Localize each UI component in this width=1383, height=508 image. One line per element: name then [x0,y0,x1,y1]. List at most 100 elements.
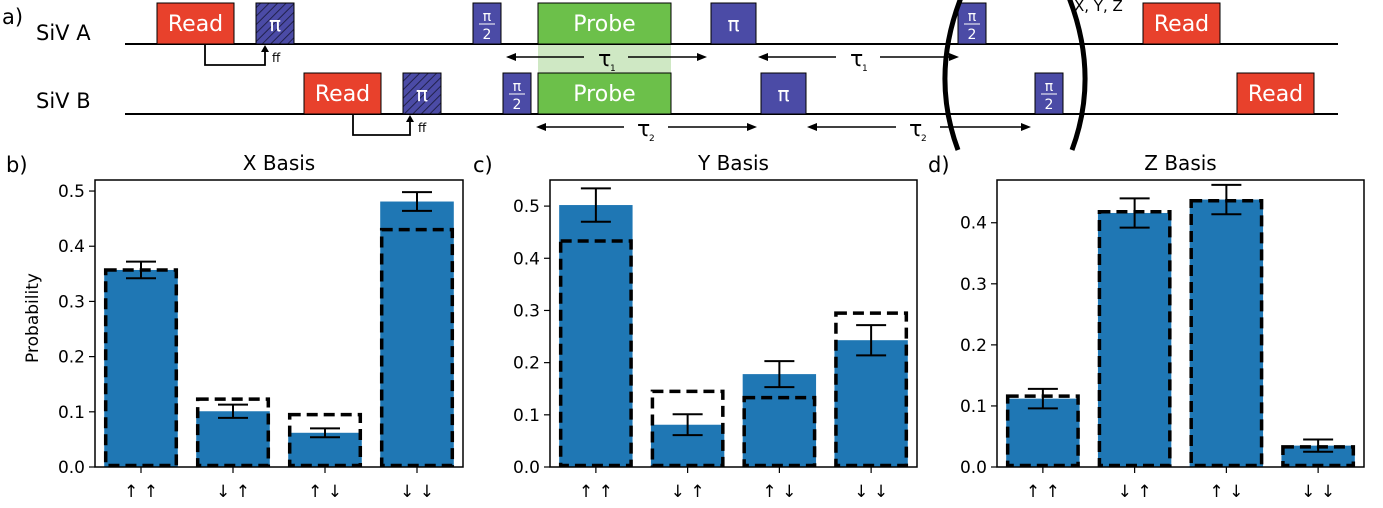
y-axis-label: Probability [23,273,43,363]
tau1-arrowhead-right [758,53,768,61]
feedforward-arrow-a [204,44,266,66]
row-label-siv-a: SiV A [36,21,91,45]
bar [380,201,454,467]
y-tick-label: 0.4 [513,249,540,269]
bar [104,269,178,467]
panel-label-d: d) [928,153,950,177]
y-tick-label: 0.4 [960,214,987,234]
tau2-arrowhead-right-r [1021,123,1031,131]
panel-label-b: b) [6,153,28,177]
x-tick-label: ↓ ↑ [1118,482,1152,502]
half-pi-a1-num: π [483,9,492,25]
tau1-arrowhead-left-r [697,53,707,61]
half-pi-b1-den: 2 [513,97,522,113]
probe-pulse-b-label: Probe [573,82,635,107]
x-tick-label: ↑ ↑ [124,482,158,502]
read-pulse-a2 [1142,2,1221,45]
y-tick-label: 0.1 [960,397,987,417]
y-tick-label: 0.2 [58,348,85,368]
plot-frame [996,179,1365,468]
ideal-bar-outline [558,239,633,468]
half-pi-a1-den: 2 [483,27,492,43]
chart-2: Y Basis 0.0 0.1 0.2 0.3 0.4 0.5 ↑ ↑ ↓ ↑ ↑ ↓ ↓ ↓ [513,151,918,502]
read-pulse-b2-label: Read [1248,82,1303,107]
y-tick-label: 0.2 [960,336,987,356]
half-pi-a2-num: π [968,9,977,25]
bar [834,340,908,467]
chart-title: X Basis [243,151,315,175]
probe-pulse-a [537,2,672,45]
tau1-arrowhead-right-r [949,53,959,61]
y-tick-label: 0.5 [58,182,85,202]
bracket-left [942,0,963,151]
x-tick-label: ↓ ↑ [216,482,250,502]
x-tick-label: ↑ ↓ [762,482,796,502]
y-tick-label: 0.0 [960,458,987,478]
half-pi-a2-den: 2 [968,27,977,43]
y-tick-label: 0.1 [513,406,540,426]
tau1-arrowhead-left [506,53,516,61]
y-tick-label: 0.0 [58,458,85,478]
y-tick-label: 0.0 [513,458,540,478]
probe-pulse-a-label: Probe [573,12,635,37]
tau2-arrowhead-left [536,123,546,131]
tau1-sub-left: 1 [610,64,616,74]
pi-pulse-a [710,2,757,45]
chart-title: Y Basis [697,151,769,175]
panel-label-c: c) [473,153,493,177]
ideal-bar-outline [650,389,725,468]
pi-pulse-b [760,72,807,115]
plot-frame [94,179,464,468]
read-pulse-a1 [156,2,235,45]
bar [288,432,362,467]
tau1-label-right: τ [850,47,863,72]
bar [196,411,270,467]
tau2-label-right: τ [909,117,922,142]
ideal-bar-outline [742,395,817,468]
ideal-bar-outline [195,397,271,468]
y-tick-label: 0.1 [58,403,85,423]
ideal-bar-outline [287,412,363,468]
x-tick-label: ↓ ↓ [854,482,888,502]
feedforward-label-a: ff [272,51,281,65]
y-tick-label: 0.3 [58,292,85,312]
read-pulse-b1-label: Read [315,82,370,107]
bar [559,205,633,467]
pi-pulse-a-conditional-label: π [269,12,281,36]
x-tick-label: ↑ ↓ [1209,482,1243,502]
row-label-siv-b: SiV B [36,89,91,113]
tau1-label-left: τ [598,47,611,72]
half-pi-b2-den: 2 [1045,97,1054,113]
bar [1189,199,1264,468]
read-pulse-a2-label: Read [1154,12,1209,37]
half-pi-b2-num: π [1045,79,1054,95]
probe-pulse-b [537,72,672,115]
tau2-label-left: τ [637,117,650,142]
bar [1097,212,1172,467]
chart-1: X Basis 0.0 0.1 0.2 0.3 0.4 0.5 ↑ ↑ ↓ ↑ ↑ ↓ ↓ ↓ [58,151,464,502]
bar [1281,445,1355,467]
feedforward-arrowhead-b [406,115,414,122]
panel-label-a: a) [2,5,23,29]
feedforward-label-b: ff [418,121,427,135]
x-tick-label: ↓ ↓ [1301,482,1335,502]
pi-pulse-b-conditional-label: π [416,82,428,106]
x-tick-label: ↓ ↑ [671,482,705,502]
x-tick-label: ↑ ↑ [1026,482,1060,502]
y-tick-label: 0.2 [513,354,540,374]
bar [742,374,817,467]
basis-label: X, Y, Z [1074,0,1123,15]
pi-pulse-b-label: π [777,82,789,106]
bar-charts: X Basis 0.0 0.1 0.2 0.3 0.4 0.5 ↑ ↑ ↓ ↑ ↑ ↓ ↓ ↓ Y B… [58,151,1365,502]
y-tick-label: 0.3 [513,301,540,321]
pulse-sequence-diagram: a) SiV A SiV B Read π π 2 Probe π π 2 Re… [2,0,1338,151]
feedforward-arrow-b [352,114,411,136]
y-tick-label: 0.4 [58,237,85,257]
chart-3: Z Basis 0.0 0.1 0.2 0.3 0.4 ↑ ↑ ↓ ↑ ↑ ↓ ↓ ↓ [960,151,1365,502]
pi-pulse-a-conditional [255,2,295,45]
pi-pulse-b-conditional [402,72,442,115]
ideal-bar-outline [379,227,455,468]
read-pulse-b1 [303,72,382,115]
x-tick-label: ↑ ↓ [308,482,342,502]
